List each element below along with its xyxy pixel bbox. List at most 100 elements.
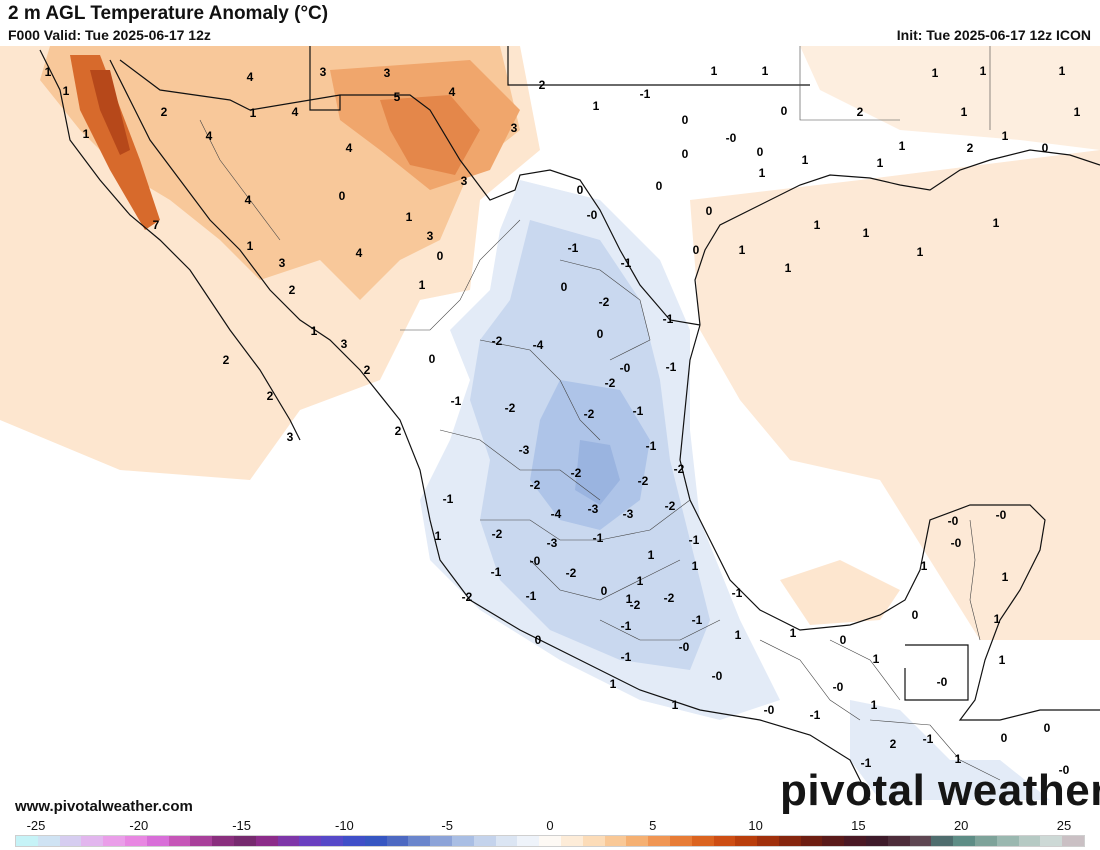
anomaly-value-label: 1 (1002, 129, 1009, 143)
colorbar-swatch (735, 836, 758, 846)
anomaly-value-label: 1 (711, 64, 718, 78)
colorbar-swatch (59, 836, 82, 846)
anomaly-value-label: -0 (996, 508, 1007, 522)
anomaly-value-label: -1 (810, 708, 821, 722)
brand-logo: pivotal weather (780, 766, 1100, 815)
colorbar-swatch (909, 836, 932, 846)
anomaly-value-label: 2 (161, 105, 168, 119)
colorbar-tick: 5 (649, 818, 657, 833)
anomaly-value-label: -0 (679, 640, 690, 654)
anomaly-value-label: 1 (45, 65, 52, 79)
anomaly-value-label: 0 (757, 145, 764, 159)
colorbar-swatch (408, 836, 431, 846)
colorbar-tick-labels: -25 -20 -15 -10 -5 0 5 10 15 20 25 (0, 818, 1100, 834)
map-canvas: 114 3 321 1 1 1 15 4 -112 1 4 0 2 1 11 430-04 0 0 112 01 113… (0, 46, 1100, 818)
anomaly-value-label: 3 (427, 229, 434, 243)
anomaly-value-label: 1 (692, 559, 699, 573)
anomaly-value-label: 1 (637, 574, 644, 588)
anomaly-value-label: 1 (921, 559, 928, 573)
valid-time: F000 Valid: Tue 2025-06-17 12z (8, 27, 211, 43)
website-link[interactable]: www.pivotalweather.com (15, 798, 193, 815)
anomaly-value-label: 1 (762, 64, 769, 78)
anomaly-value-label: 0 (840, 633, 847, 647)
colorbar-swatch (277, 836, 300, 846)
anomaly-value-label: 1 (917, 245, 924, 259)
anomaly-value-label: 0 (437, 249, 444, 263)
anomaly-value-label: 1 (899, 139, 906, 153)
anomaly-value-label: 4 (292, 105, 299, 119)
anomaly-value-label: -2 (599, 295, 610, 309)
anomaly-value-label: -1 (646, 439, 657, 453)
colorbar-swatch (713, 836, 736, 846)
anomaly-value-label: 0 (535, 633, 542, 647)
colorbar-tick: 0 (546, 818, 554, 833)
colorbar-swatch (604, 836, 627, 846)
colorbar-swatch (844, 836, 867, 846)
anomaly-value-label: 4 (449, 85, 456, 99)
anomaly-value-label: 1 (406, 210, 413, 224)
anomaly-value-label: -1 (633, 404, 644, 418)
colorbar-tick: 10 (748, 818, 763, 833)
anomaly-value-label: 4 (356, 246, 363, 260)
anomaly-value-label: 1 (863, 226, 870, 240)
colorbar-swatch (1062, 836, 1085, 846)
anomaly-value-label: 5 (394, 90, 401, 104)
anomaly-value-label: 1 (250, 106, 257, 120)
anomaly-value-label: 1 (802, 153, 809, 167)
anomaly-value-label: -2 (505, 401, 516, 415)
anomaly-value-label: -2 (492, 527, 503, 541)
anomaly-value-label: 0 (577, 183, 584, 197)
anomaly-value-label: -2 (566, 566, 577, 580)
anomaly-value-label: 0 (597, 327, 604, 341)
colorbar-swatch (1040, 836, 1063, 846)
colorbar-swatch (190, 836, 213, 846)
colorbar-swatch (212, 836, 234, 846)
colorbar-tick: -15 (232, 818, 251, 833)
colorbar-swatch (626, 836, 649, 846)
anomaly-value-label: 1 (961, 105, 968, 119)
anomaly-value-label: 1 (672, 698, 679, 712)
anomaly-value-label: -1 (621, 256, 632, 270)
anomaly-value-label: -3 (623, 507, 634, 521)
colorbar-swatch (16, 836, 38, 846)
anomaly-value-label: 1 (648, 548, 655, 562)
anomaly-value-label: -1 (526, 589, 537, 603)
anomaly-value-label: 1 (1002, 570, 1009, 584)
anomaly-value-label: 3 (320, 65, 327, 79)
colorbar-swatch (81, 836, 104, 846)
anomaly-value-label: -1 (663, 312, 674, 326)
anomaly-value-label: 1 (419, 278, 426, 292)
colorbar-tick: -5 (441, 818, 453, 833)
colorbar-swatch (953, 836, 976, 846)
anomaly-value-label: -1 (923, 732, 934, 746)
colorbar-swatch (691, 836, 714, 846)
anomaly-value-label: -0 (1059, 763, 1070, 777)
anomaly-value-label: 3 (287, 430, 294, 444)
anomaly-value-label: 2 (890, 737, 897, 751)
anomaly-value-label: 0 (682, 147, 689, 161)
anomaly-value-label: -4 (533, 338, 544, 352)
anomaly-value-label: 0 (429, 352, 436, 366)
colorbar-tick: 15 (851, 818, 866, 833)
colorbar-swatch (473, 836, 496, 846)
anomaly-value-label: -2 (571, 466, 582, 480)
anomaly-value-label: -0 (587, 208, 598, 222)
anomaly-value-label: -0 (948, 514, 959, 528)
anomaly-value-label: -0 (764, 703, 775, 717)
anomaly-value-label: 1 (83, 127, 90, 141)
anomaly-value-label: 0 (682, 113, 689, 127)
anomaly-value-label: 1 (759, 166, 766, 180)
anomaly-value-label: -1 (593, 531, 604, 545)
anomaly-value-label: 4 (247, 70, 254, 84)
anomaly-value-label: -2 (584, 407, 595, 421)
anomaly-value-label: 0 (339, 189, 346, 203)
anomaly-value-label: 1 (247, 239, 254, 253)
anomaly-value-label: -1 (732, 586, 743, 600)
anomaly-value-label: 2 (289, 283, 296, 297)
colorbar-swatch (800, 836, 823, 846)
anomaly-value-label: 1 (873, 652, 880, 666)
anomaly-value-label: -0 (620, 361, 631, 375)
anomaly-value-label: -4 (551, 507, 562, 521)
anomaly-value-label: 3 (511, 121, 518, 135)
map-title: 2 m AGL Temperature Anomaly (°C) (8, 3, 329, 24)
